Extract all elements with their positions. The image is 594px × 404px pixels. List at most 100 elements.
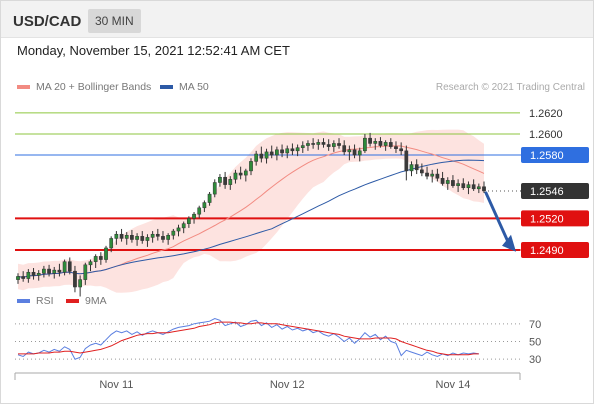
level-tag-1.2580: [521, 147, 589, 164]
candle-up: [176, 227, 181, 232]
legend-9ma: 9MA: [66, 295, 107, 307]
candle-up: [363, 137, 367, 152]
candle-up: [409, 164, 414, 172]
candle-down: [414, 164, 419, 171]
candle-down: [342, 145, 347, 153]
last-price-tag-pointer: [520, 185, 525, 196]
candle-down: [47, 268, 51, 274]
candle-down: [269, 151, 274, 156]
symbol-title: USD/CAD: [13, 13, 82, 30]
candle-up: [249, 161, 253, 172]
legend-label-rsi: RSI: [36, 295, 54, 307]
candle-up: [202, 202, 207, 209]
legend-label-ma-bollinger: MA 20 + Bollinger Bands: [36, 81, 152, 93]
candle-up: [228, 179, 233, 185]
candle-down: [238, 172, 243, 176]
legend-label-ma50: MA 50: [179, 81, 209, 93]
candle-up: [456, 183, 460, 186]
level-tag-1.2520: [521, 210, 589, 227]
timeframe-button[interactable]: 30 MIN: [88, 9, 141, 33]
candle-up: [264, 151, 269, 159]
candle-down: [290, 148, 295, 152]
candle-up: [243, 170, 248, 176]
level-label-1.2520: 1.2520: [530, 213, 564, 225]
candle-down: [337, 143, 341, 146]
candle-up: [285, 148, 290, 154]
candle-up: [300, 145, 305, 148]
legend-swatch-9ma: [66, 299, 79, 303]
candle-up: [145, 237, 150, 241]
candle-down: [321, 142, 326, 145]
level-tag-pointer-1.2580: [520, 150, 525, 161]
candle-up: [430, 173, 435, 177]
candle-up: [83, 264, 88, 280]
chart-timestamp: Monday, November 15, 2021 12:52:41 AM CE…: [17, 43, 290, 58]
candle-down: [378, 141, 383, 146]
candle-up: [93, 256, 98, 262]
candle-down: [326, 144, 331, 147]
candle-down: [280, 149, 284, 154]
candle-up: [275, 149, 279, 156]
legend-swatch-ma50: [160, 85, 173, 89]
candle-up: [104, 247, 108, 260]
candle-down: [451, 180, 455, 186]
x-tick-label: Nov 12: [270, 379, 305, 391]
candle-down: [21, 276, 26, 279]
candle-up: [181, 223, 186, 229]
candle-up: [295, 147, 300, 152]
rsi-tick-50: 50: [529, 337, 541, 349]
level-tag-pointer-1.2520: [520, 213, 525, 224]
candle-up: [218, 176, 222, 183]
legend-ma-bollinger: MA 20 + Bollinger Bands: [17, 81, 151, 93]
legend-rsi: RSI: [17, 295, 54, 307]
last-price-tag: [521, 182, 589, 199]
candle-down: [471, 184, 476, 190]
legend-swatch-rsi: [17, 299, 30, 303]
legend-ma50: MA 50: [160, 81, 209, 93]
candle-up: [16, 276, 20, 280]
candle-up: [26, 271, 31, 279]
candle-up: [357, 150, 362, 156]
research-credit: Research © 2021 Trading Central: [435, 82, 585, 93]
candle-down: [352, 149, 357, 156]
rsi-tick-70: 70: [529, 319, 541, 331]
candle-up: [233, 172, 238, 180]
candle-up: [347, 149, 352, 153]
forecast-arrow-head: [502, 234, 516, 252]
candle-down: [67, 261, 72, 272]
candle-down: [57, 269, 62, 273]
candle-up: [171, 230, 176, 236]
level-label-1.2600: 1.2600: [529, 129, 563, 141]
candle-up: [124, 235, 129, 239]
candle-down: [98, 256, 103, 260]
level-tag-1.2490: [521, 242, 589, 259]
candle-down: [425, 172, 429, 177]
candle-up: [166, 235, 171, 240]
x-tick-label: Nov 14: [436, 379, 471, 391]
candle-down: [155, 233, 160, 237]
last-price-label: 1.2546: [530, 186, 564, 198]
level-label-1.2490: 1.2490: [530, 245, 564, 257]
candle-down: [130, 235, 134, 240]
candle-down: [394, 146, 398, 149]
candle-up: [316, 142, 321, 145]
rsi-tick-30: 30: [529, 354, 541, 366]
candle-up: [88, 261, 93, 266]
candle-up: [466, 184, 471, 189]
bollinger-band: [18, 129, 484, 293]
candle-up: [197, 207, 202, 215]
candle-up: [207, 193, 212, 203]
level-tag-pointer-1.2490: [520, 245, 525, 256]
candle-down: [223, 176, 227, 185]
legend-label-9ma: 9MA: [85, 295, 107, 307]
candle-down: [73, 270, 77, 288]
candle-up: [150, 233, 155, 238]
candle-down: [119, 233, 124, 239]
candle-down: [31, 271, 36, 276]
candle-up: [42, 268, 46, 274]
candle-down: [482, 186, 486, 192]
candle-up: [52, 269, 57, 274]
candle-down: [140, 236, 145, 241]
candle-down: [311, 143, 315, 145]
